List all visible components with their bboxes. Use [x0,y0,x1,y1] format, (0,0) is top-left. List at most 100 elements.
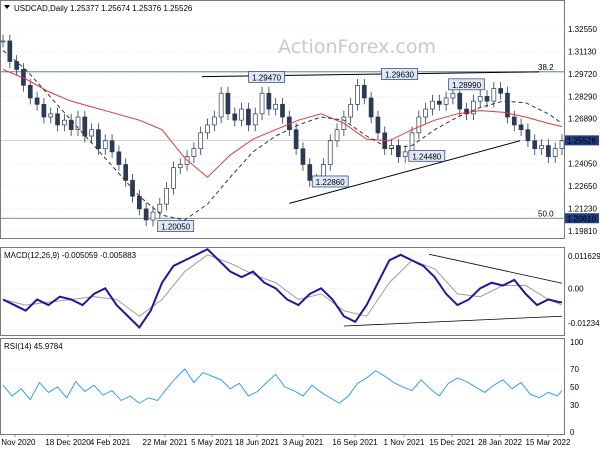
x-tick-label: 1 Nov 2021 [384,438,425,447]
candle-body [96,129,101,150]
candle-body [471,100,476,115]
candle-body [55,113,60,126]
panel-collapse-icon[interactable] [4,5,10,9]
macd-y-tick: 0.00 [568,284,584,293]
macd-panel-title: MACD(12,26,9) -0.005059 -0.005883 [4,251,137,260]
candle-body [348,103,354,118]
price-panel-title: USDCAD,Daily 1.25377 1.25674 1.25376 1.2… [14,4,193,13]
candle-body [82,116,88,137]
x-tick-label: 15 Mar 2022 [526,438,571,447]
x-tick-label: 16 Sep 2021 [332,438,378,447]
candle-body [259,92,265,115]
candle-body [334,129,340,142]
annotation-box [381,68,418,80]
x-tick-label: 5 May 2021 [191,438,233,447]
candle-body [307,164,313,181]
watermark: ActionForex.com [278,36,436,58]
price-y-tick: 1.22650 [568,182,597,191]
candle-body [327,140,333,165]
candle-body [252,113,258,126]
candle-body [355,84,360,105]
candle-body [300,148,306,165]
rsi-y-tick: 30 [570,401,579,410]
macd-y-tick: -0.012348 [568,319,600,328]
candle-body [416,116,422,134]
candle-body [239,108,244,121]
candle-body [464,108,469,115]
candle-body [368,97,374,118]
candle-body [559,140,565,150]
candle-body [273,103,279,110]
lower-trendline [289,140,521,204]
low-tag-bg [565,213,599,224]
candle-body [396,145,401,157]
candle-body [539,145,544,150]
fib-382-label: 38.2 [538,63,554,72]
x-tick-label: 4 Feb 2021 [90,438,131,447]
price-y-tick: 1.26890 [568,115,597,124]
candle-body [266,92,272,110]
x-tick-label: 3 Aug 2021 [283,438,324,447]
x-tick-label: 22 Mar 2021 [143,438,188,447]
price-y-tick: 1.24050 [568,160,597,169]
x-tick-label: 18 Jun 2021 [235,438,280,447]
candle-body [436,100,442,105]
rsi-panel-frame [0,338,565,435]
candle-body [409,132,415,153]
candle-body [484,96,490,102]
candle-body [123,164,129,181]
candle-body [443,97,449,105]
x-tick-label: 15 Dec 2021 [429,438,475,447]
candle-body [7,40,13,62]
candle-body [164,187,169,205]
annotation-box [408,149,446,162]
macd-y-tick: 0.011629 [568,252,600,261]
macd-line [2,247,562,329]
candle-body [525,129,531,142]
candle-body [62,119,67,126]
x-tick-label: 18 Dec 2020 [45,438,91,447]
price-tag-label: 1.25526 [567,136,596,145]
candle-body [136,195,142,210]
candle-body [205,124,210,134]
candle-body [552,148,558,157]
candle-body [0,40,6,43]
macd-upper-trendline [428,253,563,284]
candle-body [198,132,204,150]
candle-body [430,100,435,110]
candle-body [211,116,217,126]
candle-body [361,84,367,99]
rsi-y-tick: 100 [570,338,584,347]
x-tick-label: 4 Nov 2020 [0,438,36,447]
candle-body [375,116,381,134]
macd-panel-frame [0,247,565,336]
candle-body [280,103,285,118]
annotation-label: 1.28990 [452,81,481,90]
rsi-y-tick: 50 [570,383,579,392]
candle-body [423,108,429,118]
price-layer: 1.32550 1.31130 1.29720 1.28290 1.26890 1.255… [0,25,599,236]
candle-body [157,203,163,213]
price-y-tick: 1.32550 [568,25,597,34]
candle-body [68,119,74,131]
candle-body [89,129,94,137]
candle-body [14,61,19,70]
candle-body [491,88,497,102]
price-tag-bg [565,135,599,146]
price-y-tick: 1.28290 [568,93,597,102]
rsi-line [2,368,563,404]
candle-body [505,92,510,118]
candle-body [109,140,115,153]
candle-body [143,208,149,221]
candle-body [116,151,122,165]
candle-body [532,140,538,150]
rsi-y-tick: 0 [570,428,575,437]
candle-body [450,92,456,99]
price-panel-frame [0,0,565,239]
candle-body [457,92,463,110]
candle-body [477,96,483,102]
annotation-box [157,220,195,233]
annotation-label: 1.29470 [252,73,281,82]
annotation-box [448,78,485,91]
